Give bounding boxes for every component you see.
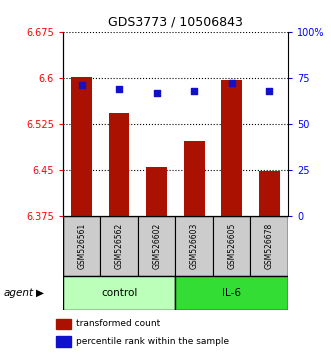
Text: ▶: ▶ (36, 288, 44, 298)
Text: transformed count: transformed count (76, 319, 161, 329)
Text: GSM526602: GSM526602 (152, 223, 161, 269)
Text: GDS3773 / 10506843: GDS3773 / 10506843 (108, 16, 243, 29)
Bar (71, 77, 92, 216)
Point (192, 88, 197, 93)
Text: GSM526678: GSM526678 (265, 223, 274, 269)
Bar (184, 141, 205, 216)
Point (79, 82, 84, 88)
Point (266, 88, 272, 93)
Bar (251, 216, 288, 276)
Text: GSM526605: GSM526605 (227, 223, 236, 269)
Bar (100, 216, 138, 276)
Bar (221, 80, 242, 216)
Bar (259, 171, 279, 216)
Bar (146, 167, 167, 216)
Text: GSM526603: GSM526603 (190, 223, 199, 269)
Text: agent: agent (3, 288, 33, 298)
Bar (63, 276, 175, 310)
Point (229, 81, 234, 86)
Bar (175, 276, 288, 310)
Bar (56, 336, 71, 347)
Text: GSM526562: GSM526562 (115, 223, 124, 269)
Text: control: control (101, 288, 137, 298)
Point (154, 90, 159, 96)
Bar (175, 216, 213, 276)
Bar (56, 319, 71, 329)
Bar (138, 216, 175, 276)
Bar (109, 113, 129, 216)
Text: percentile rank within the sample: percentile rank within the sample (76, 337, 229, 346)
Point (117, 86, 122, 92)
Text: GSM526561: GSM526561 (77, 223, 86, 269)
Text: IL-6: IL-6 (222, 288, 241, 298)
Bar (213, 216, 251, 276)
Bar (63, 216, 100, 276)
